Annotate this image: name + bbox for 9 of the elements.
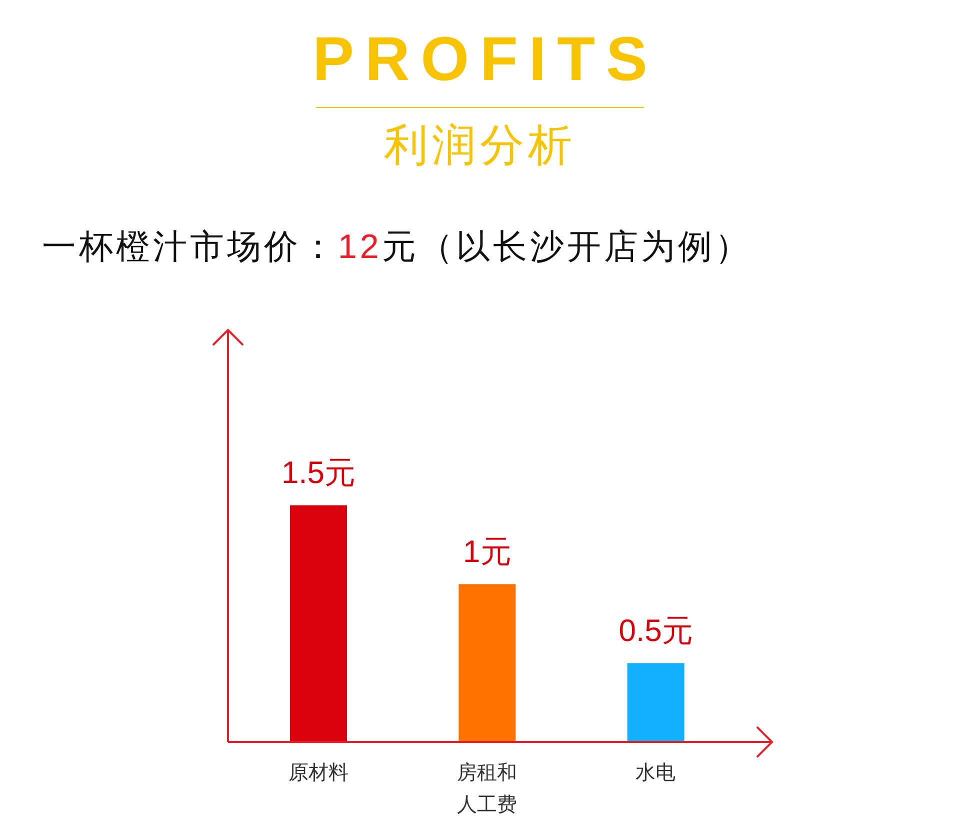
x-tick-label: 水电: [636, 762, 676, 784]
data-label: 1元: [463, 534, 512, 570]
x-tick-label: 原材料: [288, 762, 348, 784]
chart-subtitle: 利润分析: [383, 120, 577, 172]
data-label: 1.5元: [281, 455, 356, 490]
data-label: 0.5元: [618, 613, 693, 648]
text: 一杯橙汁市场价：12元（以长沙开店为例）: [42, 228, 752, 266]
chart-title: PROFITS: [312, 24, 660, 96]
x-tick-label: 房租和人工费: [457, 762, 517, 816]
